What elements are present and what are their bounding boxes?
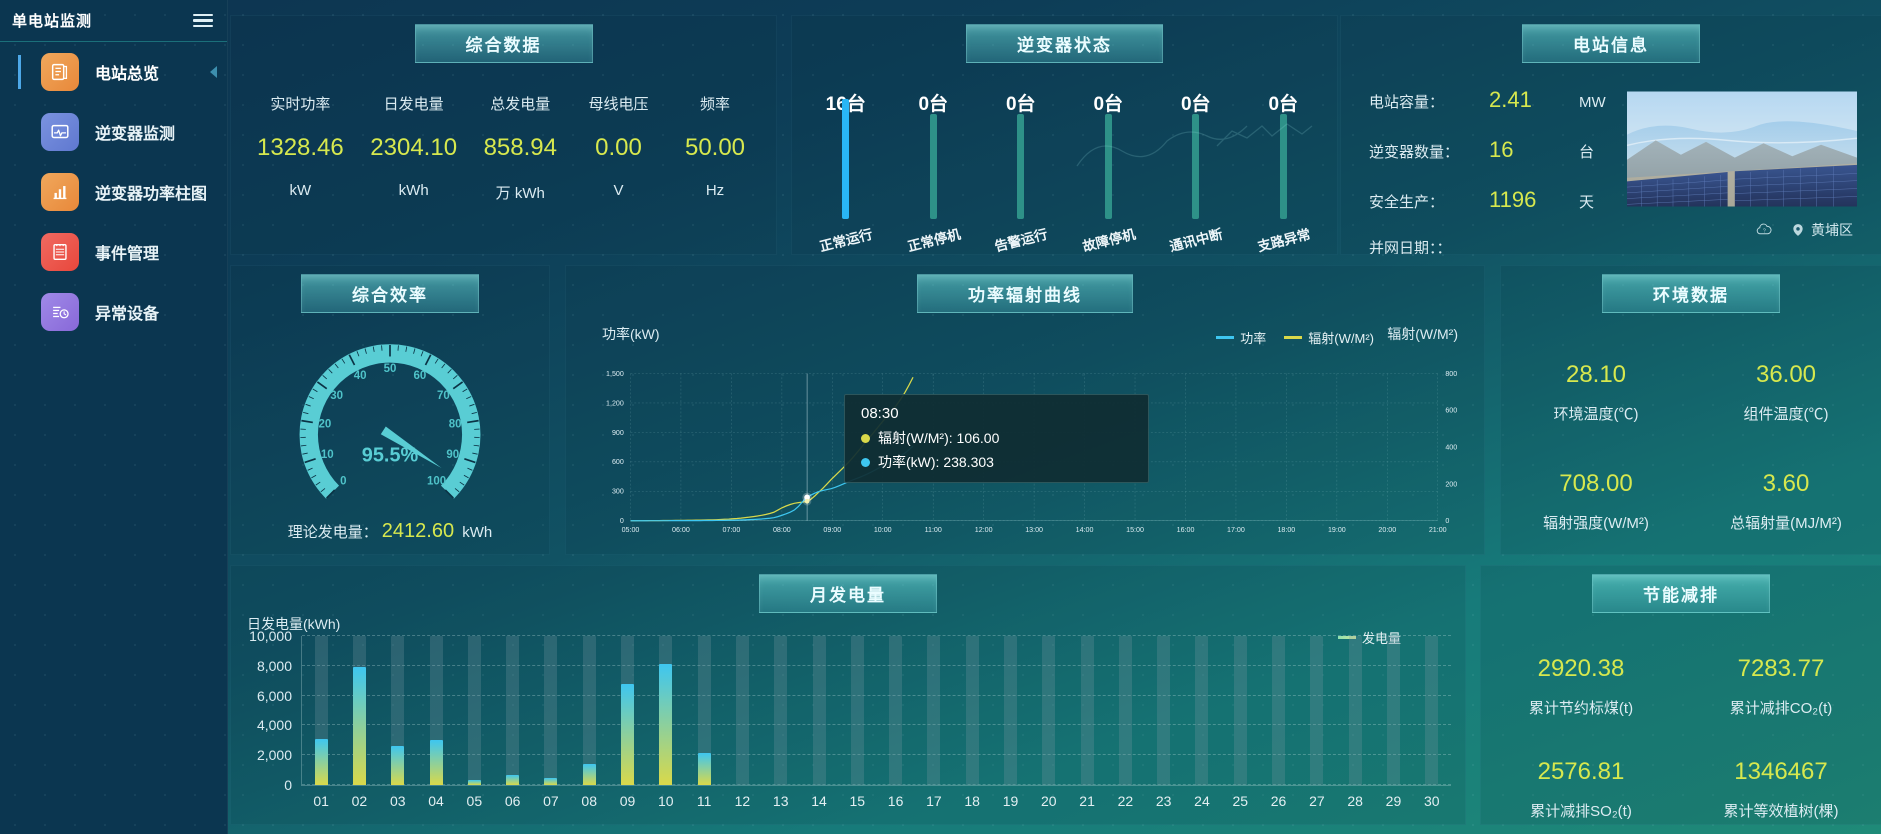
svg-text:80: 80 (449, 418, 462, 430)
svg-text:1,500: 1,500 (606, 370, 624, 378)
svg-text:19:00: 19:00 (1328, 526, 1346, 534)
svg-text:15:00: 15:00 (1126, 526, 1144, 534)
svg-text:40: 40 (354, 370, 367, 382)
svg-text:100: 100 (427, 475, 446, 487)
svg-text:600: 600 (1445, 407, 1457, 415)
svg-text:11:00: 11:00 (925, 526, 942, 534)
svg-text:0: 0 (1445, 517, 1449, 525)
svg-text:30: 30 (330, 390, 343, 402)
svg-text:20: 20 (319, 418, 332, 430)
svg-text:50: 50 (384, 363, 397, 375)
svg-text:0: 0 (340, 475, 346, 487)
svg-text:12:00: 12:00 (975, 526, 993, 534)
svg-text:?: ? (1763, 229, 1766, 235)
svg-text:14:00: 14:00 (1076, 526, 1094, 534)
svg-text:1,200: 1,200 (606, 399, 624, 407)
svg-text:09:00: 09:00 (823, 526, 841, 534)
svg-text:07:00: 07:00 (723, 526, 741, 534)
svg-text:20:00: 20:00 (1378, 526, 1396, 534)
svg-text:17:00: 17:00 (1227, 526, 1245, 534)
svg-text:16:00: 16:00 (1177, 526, 1195, 534)
svg-text:95.5%: 95.5% (362, 445, 419, 467)
svg-text:200: 200 (1445, 480, 1457, 488)
svg-text:06:00: 06:00 (672, 526, 690, 534)
svg-text:10:00: 10:00 (874, 526, 892, 534)
svg-text:10: 10 (321, 449, 334, 461)
svg-text:400: 400 (1445, 444, 1457, 452)
svg-text:08:00: 08:00 (773, 526, 791, 534)
svg-text:13:00: 13:00 (1025, 526, 1043, 534)
svg-text:0: 0 (620, 517, 624, 525)
svg-text:800: 800 (1445, 370, 1457, 378)
svg-text:05:00: 05:00 (622, 526, 640, 534)
svg-text:18:00: 18:00 (1277, 526, 1295, 534)
svg-text:900: 900 (612, 429, 624, 437)
svg-text:70: 70 (437, 390, 450, 402)
svg-text:600: 600 (612, 458, 624, 466)
svg-text:21:00: 21:00 (1429, 526, 1447, 534)
svg-text:300: 300 (612, 488, 624, 496)
svg-text:90: 90 (446, 449, 459, 461)
svg-text:60: 60 (414, 370, 427, 382)
